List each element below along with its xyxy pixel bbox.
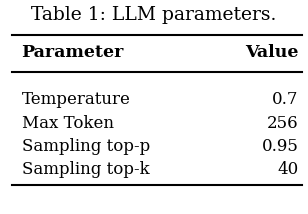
- Text: Temperature: Temperature: [22, 91, 130, 108]
- Text: Value: Value: [245, 44, 299, 61]
- Text: Sampling top-p: Sampling top-p: [22, 138, 150, 155]
- Text: Table 1: LLM parameters.: Table 1: LLM parameters.: [31, 6, 277, 24]
- Text: 40: 40: [278, 160, 299, 178]
- Text: Sampling top-k: Sampling top-k: [22, 160, 149, 178]
- Text: Parameter: Parameter: [22, 44, 124, 61]
- Text: 0.95: 0.95: [262, 138, 299, 155]
- Text: Max Token: Max Token: [22, 114, 114, 132]
- Text: 0.7: 0.7: [272, 91, 299, 108]
- Text: 256: 256: [267, 114, 299, 132]
